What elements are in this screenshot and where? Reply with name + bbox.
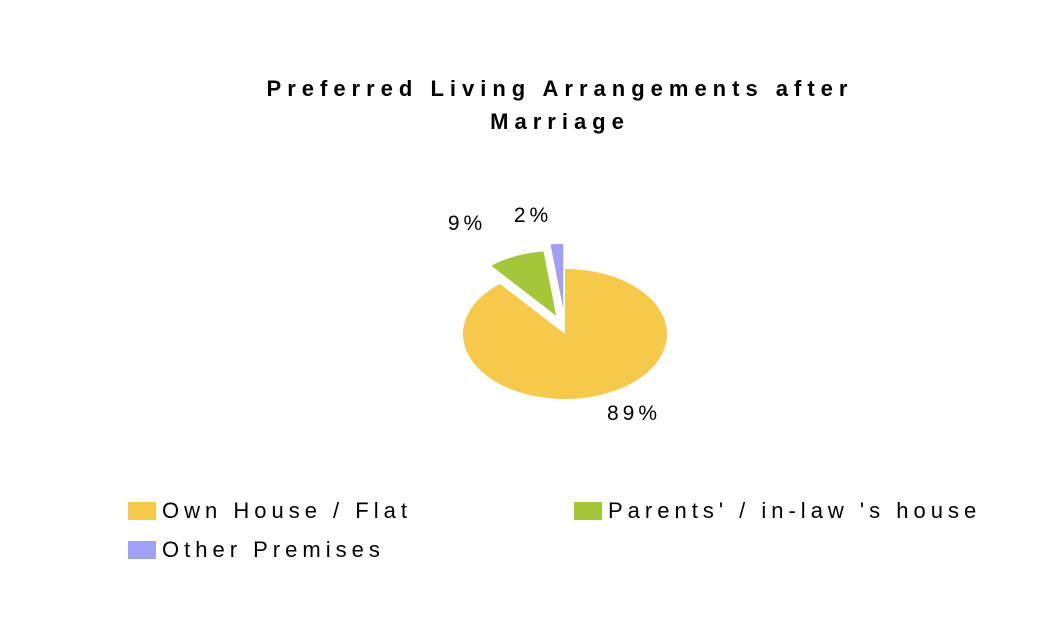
legend-item-own-house: Own House / Flat — [128, 498, 412, 524]
legend-label-other: Other Premises — [162, 537, 385, 562]
legend-swatch-other — [128, 541, 156, 559]
pie-slice-parents-in-law-s-house — [491, 251, 557, 316]
legend-swatch-parents — [574, 502, 602, 520]
legend-item-other: Other Premises — [128, 537, 385, 563]
legend-label-own-house: Own House / Flat — [162, 498, 412, 523]
chart-title: Preferred Living Arrangements after Marr… — [0, 72, 1054, 138]
pie-slice-other-premises — [550, 243, 564, 309]
chart-title-line-2: Marriage — [490, 109, 630, 134]
pie-data-labels: 89% 9% 2% — [448, 204, 661, 425]
pie-data-label: 9% — [448, 212, 486, 235]
legend-label-parents: Parents' / in-law 's house — [608, 498, 982, 523]
pie-slice-own-house-flat — [462, 269, 667, 399]
pie-data-label: 2% — [514, 204, 552, 227]
legend-item-parents: Parents' / in-law 's house — [574, 498, 981, 524]
pie-data-label: 89% — [607, 402, 661, 425]
chart-title-line-1: Preferred Living Arrangements after — [266, 76, 854, 101]
pie-slices — [462, 243, 667, 399]
legend-swatch-own-house — [128, 502, 156, 520]
